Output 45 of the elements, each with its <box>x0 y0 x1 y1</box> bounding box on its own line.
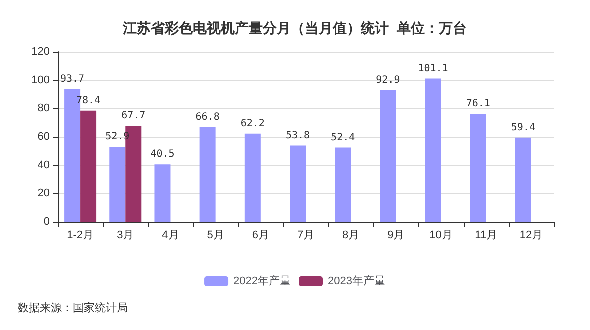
legend-label: 2022年产量 <box>234 274 292 288</box>
x-tick-label: 12月 <box>520 230 544 242</box>
x-tick-label: 9月 <box>388 230 405 242</box>
y-tick-label: 120 <box>32 46 50 58</box>
bar <box>515 138 532 222</box>
data-label: 92.9 <box>376 74 400 86</box>
legend-label: 2023年产量 <box>328 274 386 288</box>
bar <box>290 146 306 222</box>
data-label: 52.4 <box>331 132 356 144</box>
bar <box>200 127 216 222</box>
data-label: 66.8 <box>196 112 220 123</box>
data-label: 78.4 <box>76 95 101 106</box>
y-tick-label: 0 <box>44 216 50 228</box>
x-tick-label: 8月 <box>342 230 360 242</box>
data-label: 67.7 <box>122 110 146 122</box>
y-tick-label: 60 <box>38 131 50 143</box>
bar <box>335 148 352 222</box>
bar <box>380 90 396 222</box>
bar <box>425 78 442 222</box>
data-label: 101.1 <box>418 63 448 74</box>
x-tick-label: 11月 <box>475 230 498 242</box>
y-tick-label: 100 <box>32 74 50 86</box>
x-tick-label: 10月 <box>430 230 453 242</box>
chart-title: 江苏省彩色电视机产量分月（当月值）统计 单位：万台 <box>122 20 467 36</box>
x-tick-label: 4月 <box>162 230 180 242</box>
bar <box>470 114 486 222</box>
x-tick-label: 7月 <box>297 230 315 242</box>
data-label: 76.1 <box>466 98 490 110</box>
y-tick-label: 80 <box>38 102 50 115</box>
data-label: 53.8 <box>286 130 310 142</box>
bar <box>154 164 171 222</box>
x-tick-label: 1-2月 <box>67 230 94 242</box>
bar <box>80 110 97 222</box>
data-label: 40.5 <box>150 149 175 160</box>
x-tick-label: 5月 <box>207 230 224 242</box>
y-tick-label: 40 <box>38 159 50 172</box>
data-label: 93.7 <box>60 74 85 85</box>
x-tick-label: 3月 <box>117 230 134 242</box>
bar <box>110 147 126 222</box>
data-label: 62.2 <box>240 118 265 130</box>
source-note: 数据来源：国家统计局 <box>18 302 128 314</box>
bar <box>244 134 261 222</box>
data-label: 59.4 <box>511 122 536 134</box>
x-tick-label: 6月 <box>252 230 270 242</box>
y-tick-label: 20 <box>38 188 50 200</box>
